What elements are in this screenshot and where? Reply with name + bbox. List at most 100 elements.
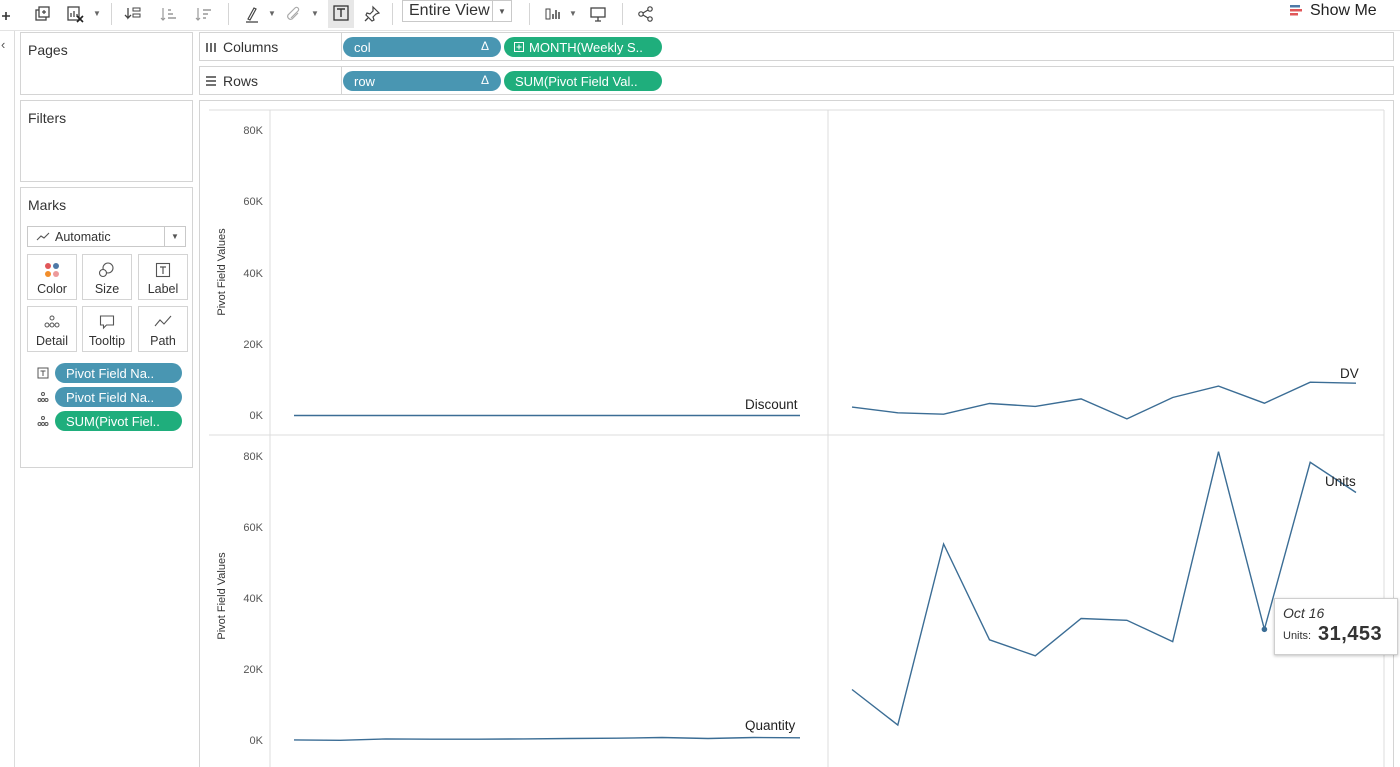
pin-icon[interactable]	[363, 2, 381, 26]
y-tick: 40K	[243, 593, 263, 605]
swap-rows-columns-icon[interactable]	[124, 2, 142, 26]
mark-type-dropdown[interactable]: Automatic ▼	[27, 226, 186, 247]
show-me-button[interactable]: Show Me	[1290, 0, 1377, 22]
tooltip-field: Units:	[1283, 630, 1312, 642]
panel-label-units: Units	[1325, 474, 1356, 489]
color-mark-button[interactable]: Color	[27, 254, 77, 300]
month-pill-label: MONTH(Weekly S..	[529, 39, 643, 55]
tooltip-mark-label: Tooltip	[88, 334, 126, 348]
y-tick: 0K	[249, 410, 263, 422]
rows-shelf[interactable]: Rows	[199, 66, 1394, 95]
filters-card[interactable]: Filters	[20, 100, 193, 182]
mark-pill-pivot-field-names-label[interactable]: Pivot Field Na..	[55, 363, 182, 383]
mark-type-value: Automatic	[55, 229, 111, 244]
add-icon[interactable]	[0, 2, 12, 26]
tooltip-date: Oct 16	[1283, 605, 1325, 621]
series-line-dv	[851, 381, 1357, 420]
columns-label: Columns	[223, 39, 279, 55]
size-mark-label: Size	[94, 282, 120, 296]
y-tick: 20K	[243, 339, 263, 351]
collapse-arrow-icon[interactable]: ‹	[1, 37, 6, 52]
sort-descending-icon[interactable]	[195, 2, 213, 26]
columns-shelf[interactable]: Columns	[199, 32, 1394, 61]
panel-label-discount: Discount	[745, 397, 798, 412]
viz-canvas	[199, 100, 1394, 767]
chevron-down-icon[interactable]: ▼	[164, 227, 185, 246]
mark-pill-sum-pivot-field-values[interactable]: SUM(Pivot Fiel..	[55, 411, 182, 431]
duplicate-sheet-icon[interactable]	[33, 2, 51, 26]
share-icon[interactable]	[637, 2, 655, 26]
size-icon	[98, 262, 114, 278]
size-mark-button[interactable]: Size	[82, 254, 132, 300]
mark-pill-label: SUM(Pivot Fiel..	[66, 413, 160, 429]
show-me-icon	[1290, 5, 1302, 16]
show-me-label: Show Me	[1310, 2, 1377, 19]
tooltip-value: 31,453	[1318, 623, 1383, 645]
rows-icon	[206, 76, 216, 86]
presentation-mode-icon[interactable]	[589, 2, 607, 26]
toolbar: ▼ ▼ ▼ Entire View ▼ ▼ Show Me	[0, 0, 1400, 31]
highlight-icon[interactable]	[243, 2, 261, 26]
marks-card: Marks Automatic ▼ Color Size Label Detai…	[20, 187, 193, 468]
pages-card[interactable]: Pages	[20, 32, 193, 95]
side-pane-collapsed: ‹	[0, 31, 15, 767]
columns-shelf-label: Columns	[205, 39, 278, 55]
columns-icon	[206, 43, 216, 52]
y-tick: 60K	[243, 522, 263, 534]
chevron-down-icon[interactable]: ▼	[569, 9, 577, 18]
detail-icon	[44, 315, 60, 328]
mark-pill-pivot-field-names-detail[interactable]: Pivot Field Na..	[55, 387, 182, 407]
color-icon	[45, 263, 59, 277]
panel-label-quantity: Quantity	[745, 718, 796, 733]
label-icon	[155, 262, 171, 278]
show-mark-labels-button[interactable]	[328, 0, 354, 28]
chevron-down-icon[interactable]: ▼	[492, 1, 511, 21]
y-tick: 80K	[243, 451, 263, 463]
marks-card-title: Marks	[28, 197, 67, 213]
sort-ascending-icon[interactable]	[160, 2, 178, 26]
month-pill[interactable]: MONTH(Weekly S..	[504, 37, 662, 57]
expand-plus-icon[interactable]	[514, 42, 524, 52]
tooltip-icon	[99, 315, 115, 330]
series-line-units	[851, 451, 1357, 727]
mark-pill-label: Pivot Field Na..	[66, 389, 155, 405]
col-pill-label: col	[354, 39, 371, 55]
detail-encoding-icon	[37, 416, 49, 426]
fit-dropdown-value: Entire View	[409, 2, 490, 19]
series-line-quantity	[293, 736, 801, 742]
rows-label: Rows	[223, 73, 259, 89]
tooltip-mark-button[interactable]: Tooltip	[82, 306, 132, 352]
path-mark-button[interactable]: Path	[138, 306, 188, 352]
rows-shelf-label: Rows	[205, 73, 258, 89]
filters-card-title: Filters	[28, 110, 67, 126]
tooltip: Oct 16 Units: 31,453	[1274, 598, 1398, 655]
panel-label-dv: DV	[1340, 366, 1359, 381]
clear-sheet-icon[interactable]	[66, 2, 84, 26]
y-tick: 60K	[243, 196, 263, 208]
row-pill-label: row	[354, 73, 375, 89]
col-pill[interactable]: col Δ	[343, 37, 501, 57]
detail-encoding-icon	[37, 392, 49, 402]
chevron-down-icon[interactable]: ▼	[268, 9, 276, 18]
text-label-icon	[333, 5, 349, 21]
detail-mark-button[interactable]: Detail	[27, 306, 77, 352]
path-icon	[154, 315, 172, 327]
chevron-down-icon[interactable]: ▼	[311, 9, 319, 18]
row-pill[interactable]: row Δ	[343, 71, 501, 91]
label-mark-button[interactable]: Label	[138, 254, 188, 300]
detail-mark-label: Detail	[36, 334, 68, 348]
chevron-down-icon[interactable]: ▼	[93, 9, 101, 18]
label-encoding-icon	[37, 367, 49, 379]
sum-pill[interactable]: SUM(Pivot Field Val..	[504, 71, 662, 91]
path-mark-label: Path	[150, 334, 176, 348]
card-visibility-icon[interactable]	[544, 2, 564, 26]
mark-pill-label: Pivot Field Na..	[66, 365, 155, 381]
pages-card-title: Pages	[28, 42, 68, 58]
group-members-icon[interactable]	[285, 2, 303, 26]
y-tick: 20K	[243, 664, 263, 676]
highlighted-point	[1261, 626, 1268, 633]
line-mark-icon	[36, 232, 50, 240]
y-tick: 0K	[249, 735, 263, 747]
color-mark-label: Color	[37, 282, 67, 296]
fit-dropdown[interactable]: Entire View ▼	[402, 0, 512, 22]
